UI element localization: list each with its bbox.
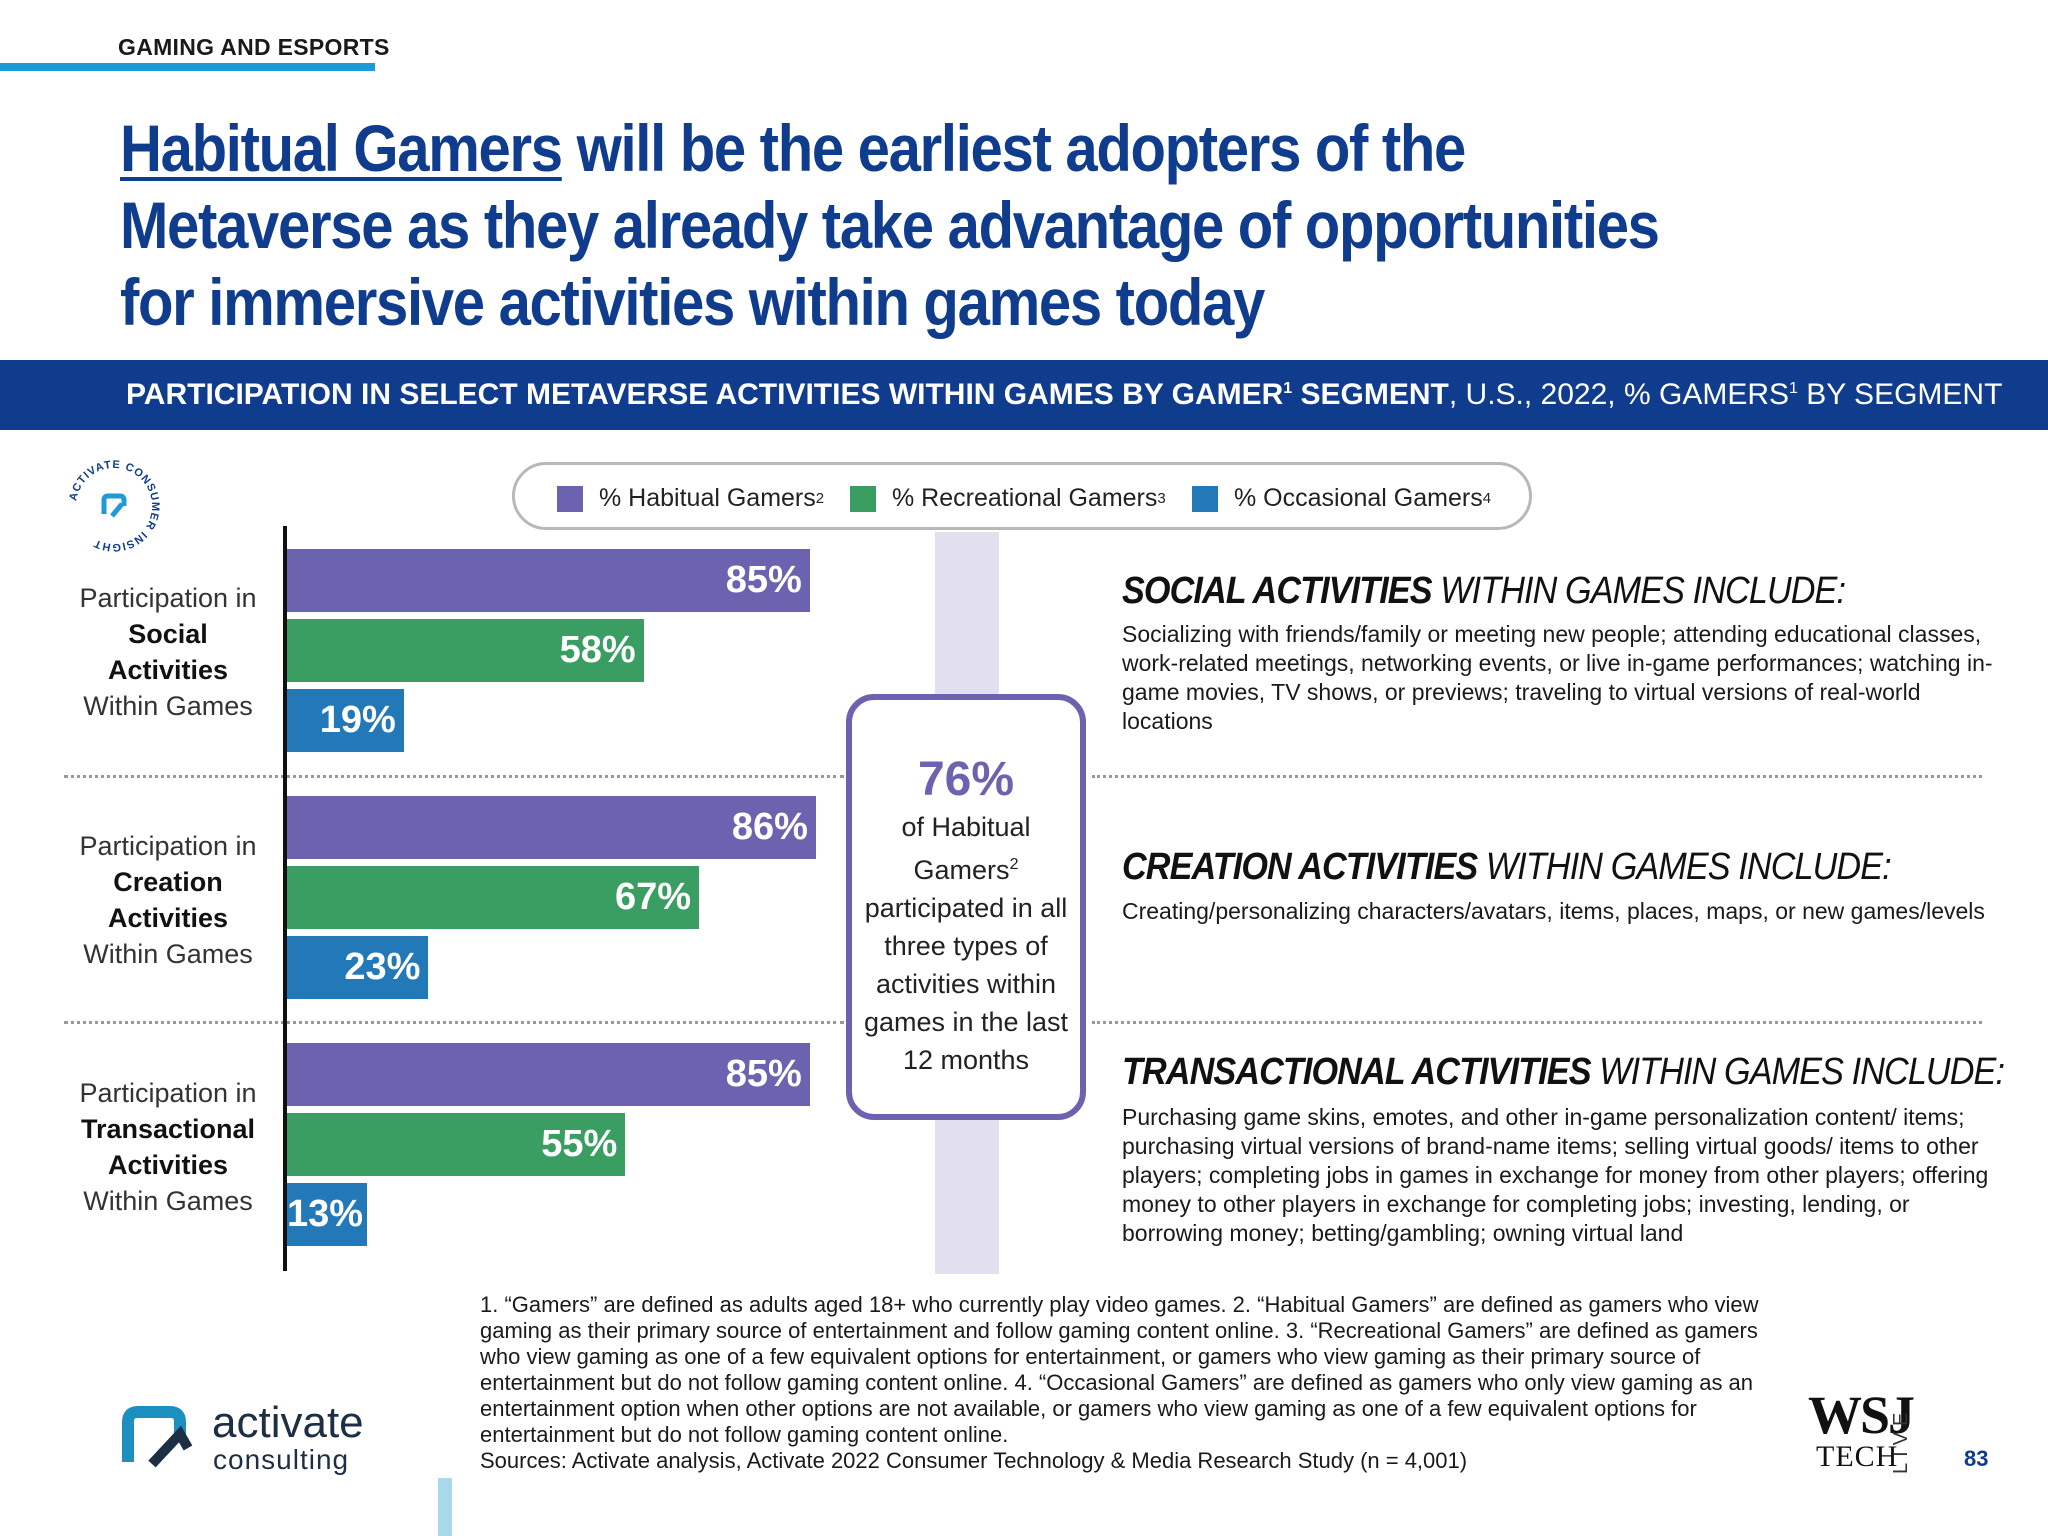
logo-wordmark: activate [212,1398,364,1447]
activity-title-rest: WITHIN GAMES INCLUDE: [1431,570,1846,612]
activity-title-rest: WITHIN GAMES INCLUDE: [1477,846,1892,888]
category-post: Within Games [83,691,253,721]
legend-swatch-habitual [557,485,583,512]
wsj-tech-label: TECH [1816,1440,1899,1473]
activity-title-bold: CREATION ACTIVITIES [1122,846,1478,888]
callout-line3: participated in all three types of activ… [863,893,1069,1075]
activity-title-bold: TRANSACTIONAL ACTIVITIES [1122,1051,1592,1093]
separator-line [64,1021,844,1024]
bar-value-label: 55% [541,1123,618,1165]
bar-recreational [287,866,700,929]
legend-label-recreational: % Recreational Gamers [892,484,1158,512]
social-activities-title: SOCIAL ACTIVITIES WITHIN GAMES INCLUDE: [1122,570,1846,613]
creation-activities-title: CREATION ACTIVITIES WITHIN GAMES INCLUDE… [1122,846,1892,889]
social-activities-body: Socializing with friends/family or meeti… [1122,621,1993,734]
callout-text: of Habitual Gamers2 participated in all th… [852,808,1080,1079]
bar-value-label: 86% [731,806,808,848]
transactional-activities-body: Purchasing game skins, emotes, and other… [1122,1104,1989,1246]
activity-title-bold: SOCIAL ACTIVITIES [1122,570,1433,612]
bar-occasional [287,1183,367,1246]
y-axis-line [283,526,287,1271]
legend-sup-habitual: 2 [815,490,825,507]
callout-box [846,694,1086,1120]
category-bold2: Activities [107,655,229,685]
category-pre: Participation in [79,831,257,861]
category-bold2: Activities [107,1150,229,1180]
chart-title-normal-a: , U.S., 2022, % GAMERS [1448,378,1789,411]
chart-title-bold: PARTICIPATION IN SELECT METAVERSE ACTIVI… [126,378,1449,411]
category-pre: Participation in [79,1078,257,1108]
headline-highlight: Habitual Gamers [120,111,563,185]
bar-occasional [287,689,404,752]
headline: Habitual Gamers will be the earliest ado… [120,110,1704,341]
headline-rest: will be the earliest adopters of the Met… [120,111,1660,339]
chart-title-normal-b: BY SEGMENT [1797,378,2003,411]
bar-recreational [287,619,644,682]
section-tag: GAMING AND ESPORTS [118,34,390,60]
callout-line2: Gamers [913,855,1010,885]
callout-percentage: 76% [917,753,1015,806]
category-bold1: Creation [113,867,223,897]
bar-occasional [287,936,429,999]
category-post: Within Games [83,939,253,969]
footnote-definitions: 1. “Gamers” are defined as adults aged 1… [480,1292,1759,1447]
legend-sup-recreational: 3 [1157,490,1166,507]
chart-banner [0,360,2048,430]
page-number: 83 [1964,1446,1989,1471]
legend-label-occasional: % Occasional Gamers [1234,484,1483,512]
category-label-creation: Participation in Creation Activities Within… [50,828,286,972]
footnote-sources: Sources: Activate analysis, Activate 202… [480,1448,1468,1473]
chart-title: PARTICIPATION IN SELECT METAVERSE ACTIVI… [126,378,2002,412]
separator-line [64,775,844,778]
bar-value-label: 58% [559,629,636,671]
category-pre: Participation in [79,583,257,613]
legend-item-recreational: % Recreational Gamers 3 [850,484,1166,513]
legend-swatch-recreational [850,485,876,512]
decorative-bar [438,1478,452,1536]
legend-label-habitual: % Habitual Gamers [599,484,816,512]
bar-value-label: 85% [725,559,802,601]
legend-sup-occasional: 4 [1482,490,1492,507]
creation-activities-body: Creating/personalizing characters/avatar… [1122,898,1985,924]
bar-recreational [287,1113,626,1176]
bar-value-label: 19% [319,699,396,741]
section-rule [0,63,375,71]
category-bold2: Activities [107,903,229,933]
transactional-activities-title: TRANSACTIONAL ACTIVITIES WITHIN GAMES IN… [1122,1051,2005,1094]
bar-habitual [287,796,816,859]
category-bold1: Social [128,619,208,649]
logo-subwordmark: consulting [213,1444,350,1475]
footnote: 1. “Gamers” are defined as adults aged 1… [480,1292,1770,1474]
category-label-social: Participation in Social Activities Within G… [50,580,286,724]
chart-title-sup2: 1 [1789,380,1798,397]
bar-habitual [287,549,810,612]
wsj-live-label: LIVE [1890,1406,1912,1474]
category-bold1: Transactional [80,1114,256,1144]
consumer-insight-badge-icon: ACTIVATE CONSUMER INSIGHT [67,459,160,553]
separator-line [1092,775,1982,778]
bar-habitual [287,1043,810,1106]
chart-title-bold-b: SEGMENT [1292,378,1449,411]
bar-value-label: 13% [287,1193,364,1235]
category-label-transactional: Participation in Transactional Activities W… [50,1075,286,1219]
bar-value-label: 67% [614,876,692,918]
bar-value-label: 85% [725,1053,802,1095]
legend [512,462,1532,530]
activity-title-rest: WITHIN GAMES INCLUDE: [1590,1051,2005,1093]
legend-item-habitual: % Habitual Gamers 2 [557,484,824,513]
category-post: Within Games [83,1186,253,1216]
chart-title-bold-a: PARTICIPATION IN SELECT METAVERSE ACTIVI… [126,378,1284,411]
bar-value-label: 23% [344,946,421,988]
legend-item-occasional: % Occasional Gamers 4 [1192,484,1491,513]
chart-title-sup1: 1 [1283,380,1293,397]
activate-logo-icon [122,1406,193,1468]
wsj-logo: WSJ [1808,1385,1915,1445]
separator-line [1092,1021,1982,1024]
callout-line1: of Habitual [901,812,1031,842]
legend-swatch-occasional [1192,485,1218,512]
callout-sup: 2 [1009,856,1019,873]
